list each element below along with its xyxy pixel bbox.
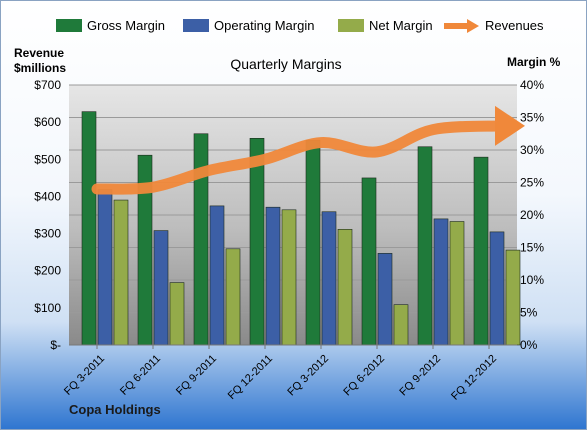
chart-title: Quarterly Margins [230,56,341,72]
bar-net-margin [113,199,129,346]
revenue-arrowhead [495,105,525,146]
bar-net-margin [505,249,521,346]
bar-gross-margin [193,133,209,346]
right-axis-ticks: 0% 5% 10% 15% 20% 25% 30% 35% 40% [520,78,544,352]
bar-gross-margin [305,139,321,346]
revenue-line-path [91,120,507,195]
bar-net-margin [449,221,465,346]
left-tick-label: $100 [34,301,61,315]
left-tick-label: $300 [34,227,61,241]
legend: Gross Margin Operating Margin Net Margin… [56,18,544,33]
bar-operating-margin [97,189,113,346]
bar-operating-margin [265,206,281,346]
x-tick-label: FQ 3-2011 [62,353,107,398]
bar-operating-margin [489,231,505,346]
legend-label-revenues: Revenues [485,18,544,33]
bar-gross-margin [361,177,377,346]
legend-label-net-margin: Net Margin [369,18,433,33]
left-tick-label: $600 [34,115,61,129]
x-tick-label: FQ 3-2012 [285,353,331,399]
bar-operating-margin [377,253,393,346]
legend-label-gross-margin: Gross Margin [87,18,165,33]
bar-gross-margin [417,146,433,346]
bar-operating-margin [433,218,449,346]
bar-operating-margin [153,230,169,346]
left-axis-label-line-2: $millions [14,61,66,75]
left-axis-label-line-1: Revenue [14,46,64,60]
bar-gross-margin [473,156,489,346]
right-tick-label: 0% [520,338,538,352]
bar-operating-margin [321,211,337,346]
left-tick-label: $500 [34,152,61,166]
left-tick-label: $- [50,338,61,352]
bar-operating-margin [209,205,225,346]
right-tick-label: 30% [520,143,544,157]
bar-net-margin [393,304,409,346]
x-tick-label: FQ 6-2011 [118,353,163,398]
x-tick-label: FQ 9-2011 [174,353,219,398]
legend-swatch-operating-margin [183,19,209,32]
right-tick-label: 25% [520,176,544,190]
legend-swatch-revenues [444,19,479,33]
revenue-line [91,105,525,195]
left-tick-label: $400 [34,189,61,203]
right-tick-label: 35% [520,111,544,125]
right-tick-label: 20% [520,208,544,222]
x-tick-label: FQ 6-2012 [341,353,387,399]
legend-swatch-net-margin [338,19,364,32]
right-tick-label: 15% [520,241,544,255]
right-axis-label: Margin % [507,55,561,69]
bar-net-margin [337,229,353,346]
left-axis-ticks: $- $100 $200 $300 $400 $500 $600 $700 [34,78,61,352]
right-tick-label: 40% [520,78,544,92]
company-label: Copa Holdings [69,402,161,417]
x-tick-label: FQ 12-2011 [226,353,275,402]
bar-net-margin [225,248,241,346]
left-tick-label: $700 [34,78,61,92]
x-axis-ticks: FQ 3-2011 FQ 6-2011 FQ 9-2011 FQ 12-2011 FQ … [62,345,499,403]
legend-label-operating-margin: Operating Margin [214,18,314,33]
bar-net-margin [281,209,297,346]
right-tick-label: 5% [520,306,538,320]
bar-net-margin [169,282,185,346]
bars [81,111,521,346]
bar-gross-margin [81,111,97,346]
right-tick-label: 10% [520,273,544,287]
left-tick-label: $200 [34,264,61,278]
bar-gross-margin [249,138,265,346]
x-tick-label: FQ 12-2012 [449,353,499,403]
legend-swatch-gross-margin [56,19,82,32]
x-tick-label: FQ 9-2012 [397,353,443,399]
